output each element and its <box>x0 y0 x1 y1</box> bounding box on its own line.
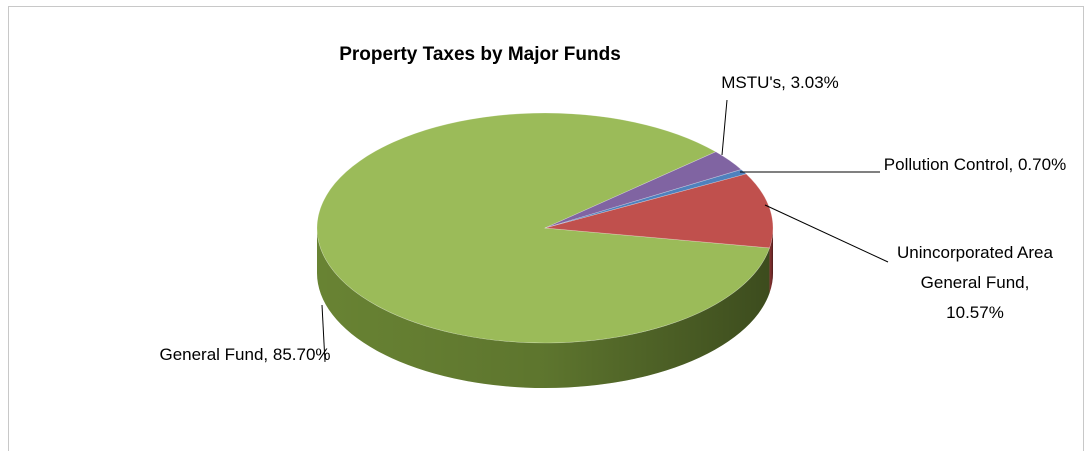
data-label: General Fund, 85.70% <box>159 345 331 364</box>
chart-frame <box>8 6 1084 451</box>
pie-sides <box>317 228 773 389</box>
slice <box>544 151 742 229</box>
data-label: Unincorporated Area General Fund, 10.57% <box>897 243 1053 322</box>
leader-lines <box>321 99 889 363</box>
slice <box>544 173 774 249</box>
data-label: Pollution Control, 0.70% <box>883 155 1067 174</box>
pie-tops <box>316 112 774 344</box>
leader-line <box>764 204 889 263</box>
slice-side-shade <box>769 228 773 293</box>
leader-line <box>321 304 326 363</box>
chart-title: Property Taxes by Major Funds <box>339 44 621 65</box>
slice <box>316 112 770 344</box>
data-label: MSTU's, 3.03% <box>721 73 839 92</box>
slice-side-shade <box>317 228 770 389</box>
leader-line <box>721 99 728 156</box>
